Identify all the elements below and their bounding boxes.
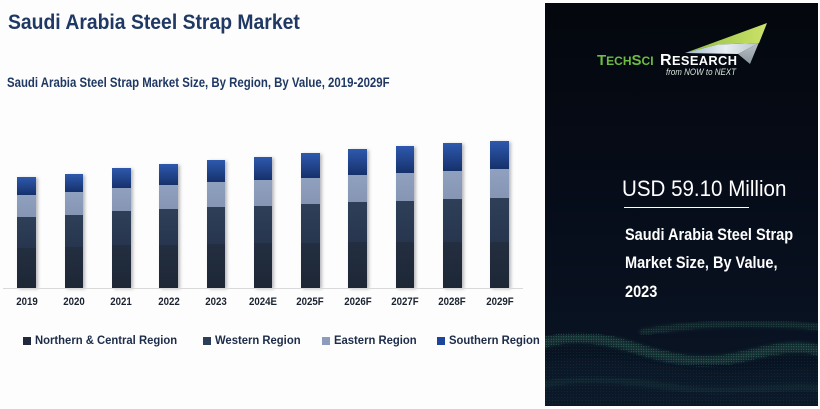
svg-text:from NOW to NEXT: from NOW to NEXT <box>666 67 737 77</box>
svg-text:TECHSCI: TECHSCI <box>597 52 654 69</box>
svg-text:RESEARCH: RESEARCH <box>660 52 737 69</box>
